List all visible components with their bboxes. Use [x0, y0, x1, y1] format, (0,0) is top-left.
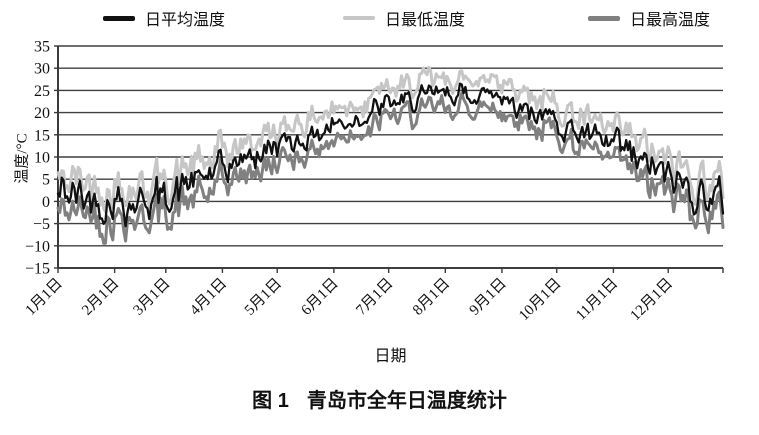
x-tick-label: 9月1日 [467, 276, 510, 319]
y-tick-label: 15 [34, 127, 50, 144]
series-line-2 [56, 91, 725, 245]
series-line-0 [56, 82, 725, 228]
series-line-1 [56, 65, 725, 214]
y-tick-label: 30 [34, 61, 50, 78]
x-tick-label: 2月1日 [79, 276, 122, 319]
legend-item-avg: 日平均温度 [103, 6, 225, 30]
x-tick-label: 12月1日 [628, 276, 676, 324]
y-tick-label: 5 [42, 172, 50, 189]
y-tick-label: 25 [34, 83, 50, 100]
min-line-swatch [343, 16, 375, 20]
x-tick-label: 11月1日 [573, 276, 621, 324]
y-tick-label: 10 [34, 150, 50, 167]
legend-label-max: 日最高温度 [630, 12, 711, 29]
x-tick-label: 10月1日 [516, 276, 564, 324]
x-tick-label: 4月1日 [187, 276, 230, 319]
avg-line-swatch [103, 15, 135, 21]
legend-item-max: 日最高温度 [588, 6, 710, 30]
figure-caption: 图 1 青岛市全年日温度统计 [0, 384, 759, 413]
figure-number: 图 1 [252, 390, 289, 412]
legend-label-min: 日最低温度 [385, 12, 466, 29]
y-axis-title: 温度/°C [14, 133, 31, 184]
x-tick-label: 6月1日 [299, 276, 342, 319]
x-tick-label: 7月1日 [353, 276, 396, 319]
legend: 日平均温度 日最低温度 日最高温度 [0, 6, 759, 30]
max-line-swatch [588, 15, 620, 21]
y-tick-label: −10 [25, 238, 50, 255]
y-tick-label: −15 [25, 261, 50, 278]
y-tick-label: 0 [42, 194, 50, 211]
figure-title: 青岛市全年日温度统计 [306, 390, 507, 412]
y-tick-label: 20 [34, 105, 50, 122]
x-axis-title: 日期 [374, 348, 407, 365]
x-tick-label: 3月1日 [130, 276, 173, 319]
x-tick-label: 1月1日 [23, 276, 66, 319]
legend-item-min: 日最低温度 [343, 6, 465, 30]
legend-label-avg: 日平均温度 [145, 12, 226, 29]
y-tick-label: −5 [33, 216, 50, 233]
x-tick-label: 5月1日 [242, 276, 285, 319]
y-tick-label: 35 [34, 39, 50, 56]
x-tick-label: 8月1日 [410, 276, 453, 319]
